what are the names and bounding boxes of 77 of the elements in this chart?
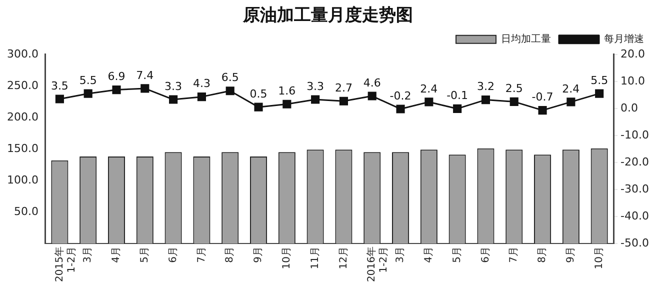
point <box>84 89 92 98</box>
data-label: -0.2 <box>390 89 412 102</box>
x-tick-label: 6月 <box>168 246 179 263</box>
x-tick-label: 12月 <box>338 246 350 270</box>
data-label: 4.6 <box>363 76 381 90</box>
x-tick-label: 2015年 1-2月 <box>53 246 78 282</box>
point <box>595 89 604 98</box>
point <box>424 98 434 106</box>
point <box>396 104 405 114</box>
y-tick-label: 200.0 <box>6 110 38 124</box>
data-label: 6.9 <box>108 70 126 84</box>
x-tick-label: 11月 <box>310 246 321 270</box>
data-label: 6.5 <box>221 71 239 84</box>
point <box>112 86 121 94</box>
y2-tick-label: 0.0 <box>620 101 638 114</box>
x-tick-label: 6月 <box>480 246 492 263</box>
x-tick-label: 10月 <box>282 246 293 270</box>
data-label: 5.5 <box>79 74 97 87</box>
point <box>566 98 576 106</box>
y-tick-label: 50.0 <box>14 204 38 218</box>
x-tick-label: 4月 <box>111 246 122 263</box>
data-label: 3.2 <box>476 80 494 94</box>
legend-label: 日均加工量 <box>501 32 551 45</box>
chart-title: 原油加工量月度走势图 <box>242 6 413 26</box>
point <box>254 102 263 112</box>
y2-tick-label: -10.0 <box>620 128 650 142</box>
data-label: -0.1 <box>446 89 468 102</box>
x-tick-label: 7月 <box>196 246 208 263</box>
data-label: 2.7 <box>334 82 352 95</box>
data-label: -0.7 <box>532 90 554 104</box>
y2-tick-label: 10.0 <box>620 74 646 88</box>
data-label: 2.5 <box>505 82 523 96</box>
y-tick-label: 150.0 <box>6 142 38 155</box>
data-label: 1.6 <box>278 84 296 98</box>
x-tick-label: 10月 <box>594 246 605 270</box>
point <box>169 95 178 104</box>
point <box>55 94 64 104</box>
data-label: 5.5 <box>590 74 608 87</box>
y2-tick-label: -40.0 <box>620 209 650 222</box>
point <box>311 95 320 104</box>
data-label: 3.3 <box>164 80 182 93</box>
x-tick-label: 9月 <box>253 246 264 263</box>
x-tick-label: 9月 <box>566 246 577 263</box>
point <box>510 97 518 106</box>
x-tick-label: 8月 <box>224 246 236 263</box>
y2-tick-label: -50.0 <box>620 236 650 250</box>
x-tick-label: 4月 <box>424 246 435 263</box>
data-label: 3.5 <box>50 79 68 92</box>
y-tick-label: 250.0 <box>6 78 38 92</box>
point <box>538 106 547 115</box>
y2-tick-label: 20.0 <box>620 47 646 60</box>
y2-tick-label: -30.0 <box>620 182 650 196</box>
data-label: 0.5 <box>250 87 268 100</box>
x-tick-label: 3月 <box>395 246 406 263</box>
data-label: 2.4 <box>562 82 580 96</box>
point <box>339 96 348 106</box>
point <box>197 92 206 102</box>
point <box>453 104 462 113</box>
x-tick-label: 8月 <box>537 246 548 263</box>
y-tick-label: 300.0 <box>6 47 38 60</box>
x-tick-label: 2016年 1-2月 <box>366 246 390 282</box>
point <box>481 96 490 104</box>
point <box>226 86 234 96</box>
x-tick-label: 7月 <box>508 246 520 263</box>
point <box>140 84 150 93</box>
data-label: 3.3 <box>306 80 324 93</box>
data-label: 2.4 <box>420 82 438 96</box>
point <box>368 92 376 100</box>
x-tick-label: 3月 <box>82 246 94 263</box>
legend-label: 每月增速 <box>604 32 644 45</box>
y2-tick-label: -20.0 <box>620 155 650 168</box>
x-tick-label: 5月 <box>452 246 463 263</box>
x-tick-label: 5月 <box>139 246 150 263</box>
point <box>282 100 292 108</box>
data-label: 7.4 <box>136 68 154 82</box>
data-label: 4.3 <box>192 77 210 90</box>
y-tick-label: 100.0 <box>6 173 38 186</box>
